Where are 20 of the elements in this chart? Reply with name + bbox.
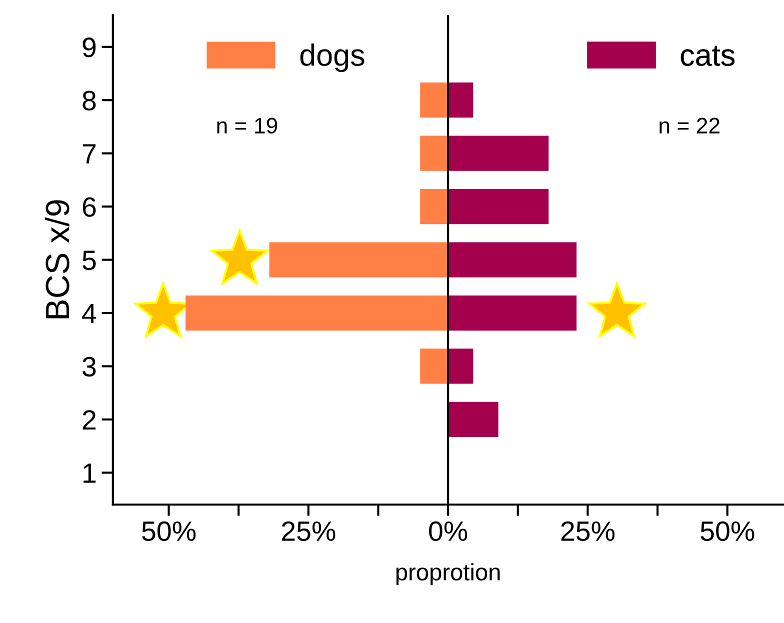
y-tick-label: 2 [82,410,96,430]
y-tick-label: 1 [84,464,96,483]
y-tick-label: 4 [82,304,96,324]
y-tick-label: 5 [82,250,96,270]
x-tick-label: 50% [142,521,196,542]
x-tick-label: 25% [561,521,615,542]
annotation: n = 22 [660,118,720,134]
y-tick-label: 6 [82,197,96,217]
y-tick-label: 9 [82,38,96,58]
legend-label: dogs [300,44,364,72]
x-tick-label: 0% [429,521,468,542]
x-tick-label: 25% [282,521,336,542]
annotation: n = 19 [217,118,278,134]
x-tick-label: 50% [700,521,754,542]
y-tick-label: 8 [82,90,96,110]
y-tick-label: 7 [82,144,96,164]
y-axis-title: BCS x/9 [44,200,70,318]
y-tick-label: 3 [82,356,96,377]
legend-label: cats [680,46,735,66]
x-axis-title: proprotion [396,563,500,586]
